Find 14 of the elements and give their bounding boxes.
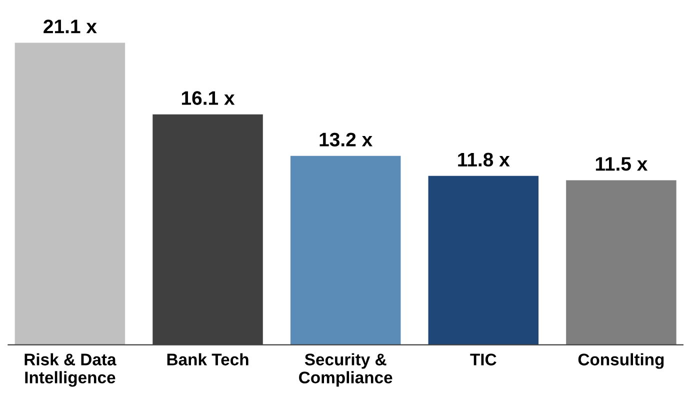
x-tick-label: Security & Compliance (299, 353, 392, 387)
bar (290, 156, 401, 345)
data-label: 16.1 x (182, 91, 235, 105)
bar (14, 42, 126, 345)
x-tick-label: Risk & Data Intelligence (24, 353, 116, 387)
bar (566, 180, 676, 345)
data-label: 13.2 x (320, 132, 372, 146)
x-tick-label: Bank Tech (167, 353, 248, 366)
bar (428, 176, 539, 345)
data-label: 11.5 x (596, 157, 648, 171)
data-label: 11.8 x (458, 152, 510, 167)
x-tick-label: Consulting (578, 353, 664, 369)
data-label: 21.1 x (44, 20, 97, 34)
x-tick-label: TIC (470, 354, 496, 366)
